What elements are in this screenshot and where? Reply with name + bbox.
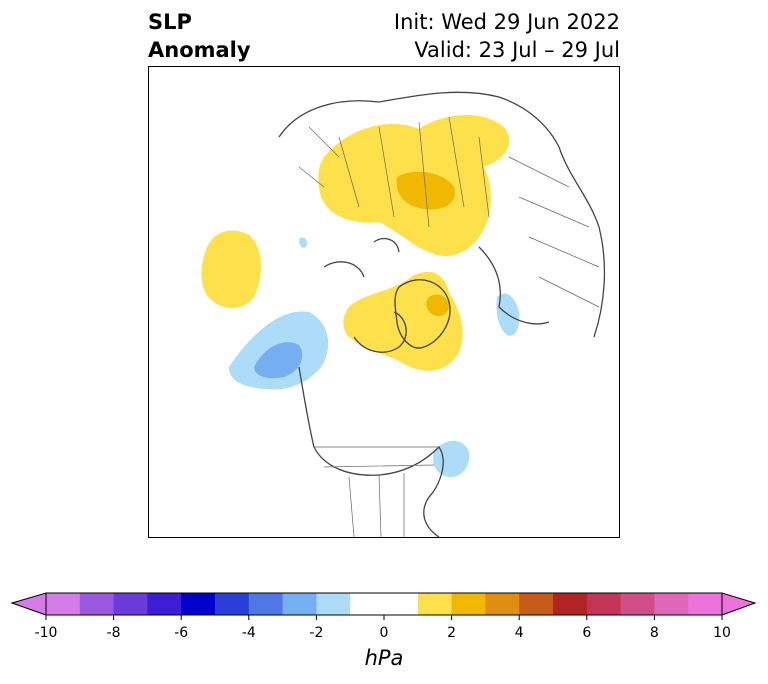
title-line2: Anomaly [148,38,251,62]
eurasia-coast [278,91,606,338]
colorbar-segment [215,593,250,615]
colorbar-tick-label: 4 [514,625,524,641]
init-date: Init: Wed 29 Jun 2022 [393,10,620,34]
colorbar-segment [181,593,216,615]
colorbar-segment [451,593,486,615]
title-line1: SLP [148,10,192,34]
north-america-coast [298,366,444,537]
valid-range: Valid: 23 Jul – 29 Jul [414,38,620,62]
colorbar-segment [654,593,689,615]
colorbar-segment [316,593,351,615]
positive-anomaly-arctic-core [426,294,449,317]
colorbar-segment [417,593,453,615]
colorbar-tick-label: -10 [34,625,58,641]
borders [298,116,600,537]
colorbar [10,592,757,620]
greenland [394,279,451,349]
arctic-islands [323,238,400,278]
europe-coast [478,246,550,325]
coastlines [278,91,606,537]
colorbar-segment [350,593,385,615]
colorbar-segment [46,593,81,615]
colorbar-segment [620,593,655,615]
negative-anomaly-alaska-core [254,342,303,379]
hudson-bay [353,311,407,353]
negative-anomaly-small [299,237,308,248]
colorbar-segment [688,593,723,615]
colorbar-min-arrow [10,592,47,616]
colorbar-segment [79,593,115,615]
colorbar-tick-label: 10 [713,625,731,641]
date-info: Init: Wed 29 Jun 2022 Valid: 23 Jul – 29… [394,8,620,64]
colorbar-tick-label: 0 [379,625,389,641]
colorbar-tick-label: -2 [309,625,324,641]
colorbar-tick-label: -4 [241,625,256,641]
colorbar-tick-label: -8 [106,625,121,641]
positive-anomaly-pacific [201,230,261,309]
anomaly-map [148,66,620,538]
map-title: SLP Anomaly [148,8,251,64]
colorbar-segment [384,593,419,615]
colorbar-max-arrow [721,592,757,616]
colorbar-segment [485,593,520,615]
colorbar-segment [113,593,148,615]
colorbar-segment [586,593,622,615]
colorbar-segment [553,593,588,615]
colorbar-tick-label: -6 [174,625,189,641]
positive-anomaly-arctic [343,272,463,371]
colorbar-units: hPa [364,646,404,670]
colorbar-segment [248,593,284,615]
colorbar-tick-label: 8 [649,625,659,641]
colorbar-ticks [45,615,723,620]
colorbar-tick-label: 2 [447,625,457,641]
negative-anomaly-atlantic [433,440,470,478]
anomaly-shading [201,114,520,478]
colorbar-tick-label: 6 [582,625,592,641]
colorbar-segment [519,593,554,615]
colorbar-segments [46,593,723,615]
map-canvas [201,91,606,537]
colorbar-segment [147,593,182,615]
colorbar-segment [282,593,317,615]
